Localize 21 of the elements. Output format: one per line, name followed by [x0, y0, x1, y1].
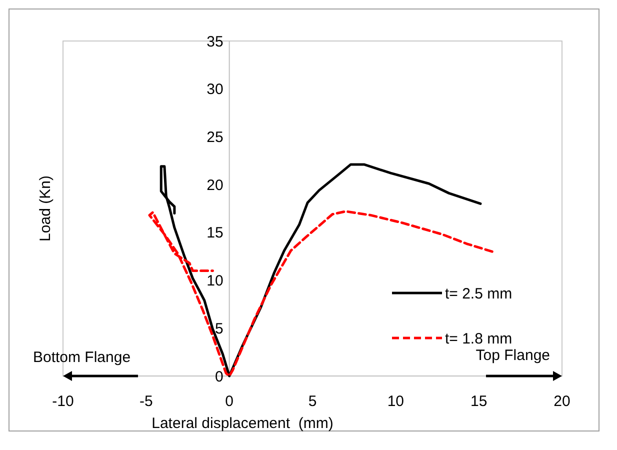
y-tick-label: 10	[206, 272, 224, 290]
annotation: Bottom Flange	[33, 349, 131, 366]
y-tick-label: 30	[206, 81, 224, 98]
y-axis-title: Load (Kn)	[37, 176, 54, 242]
y-tick-label: 0	[214, 368, 224, 386]
x-tick-label: -5	[139, 393, 153, 410]
x-tick-label: 5	[308, 393, 317, 410]
annotation: Top Flange	[476, 347, 550, 364]
x-axis-title: Lateral displacement (mm)	[152, 415, 334, 432]
x-tick-label: -10	[52, 393, 74, 410]
x-tick-label: 0	[225, 393, 234, 410]
y-tick-label: 15	[206, 224, 224, 242]
x-tick-label: 10	[387, 393, 404, 410]
legend-label: t= 2.5 mm	[445, 285, 512, 302]
x-tick-label: 20	[554, 393, 570, 410]
legend-label: t= 1.8 mm	[445, 330, 512, 348]
x-tick-label: 15	[470, 393, 488, 410]
y-tick-label: 20	[206, 176, 224, 194]
y-tick-label: 25	[206, 128, 224, 146]
y-tick-label: 35	[206, 33, 224, 50]
y-tick-label: 5	[214, 320, 224, 338]
